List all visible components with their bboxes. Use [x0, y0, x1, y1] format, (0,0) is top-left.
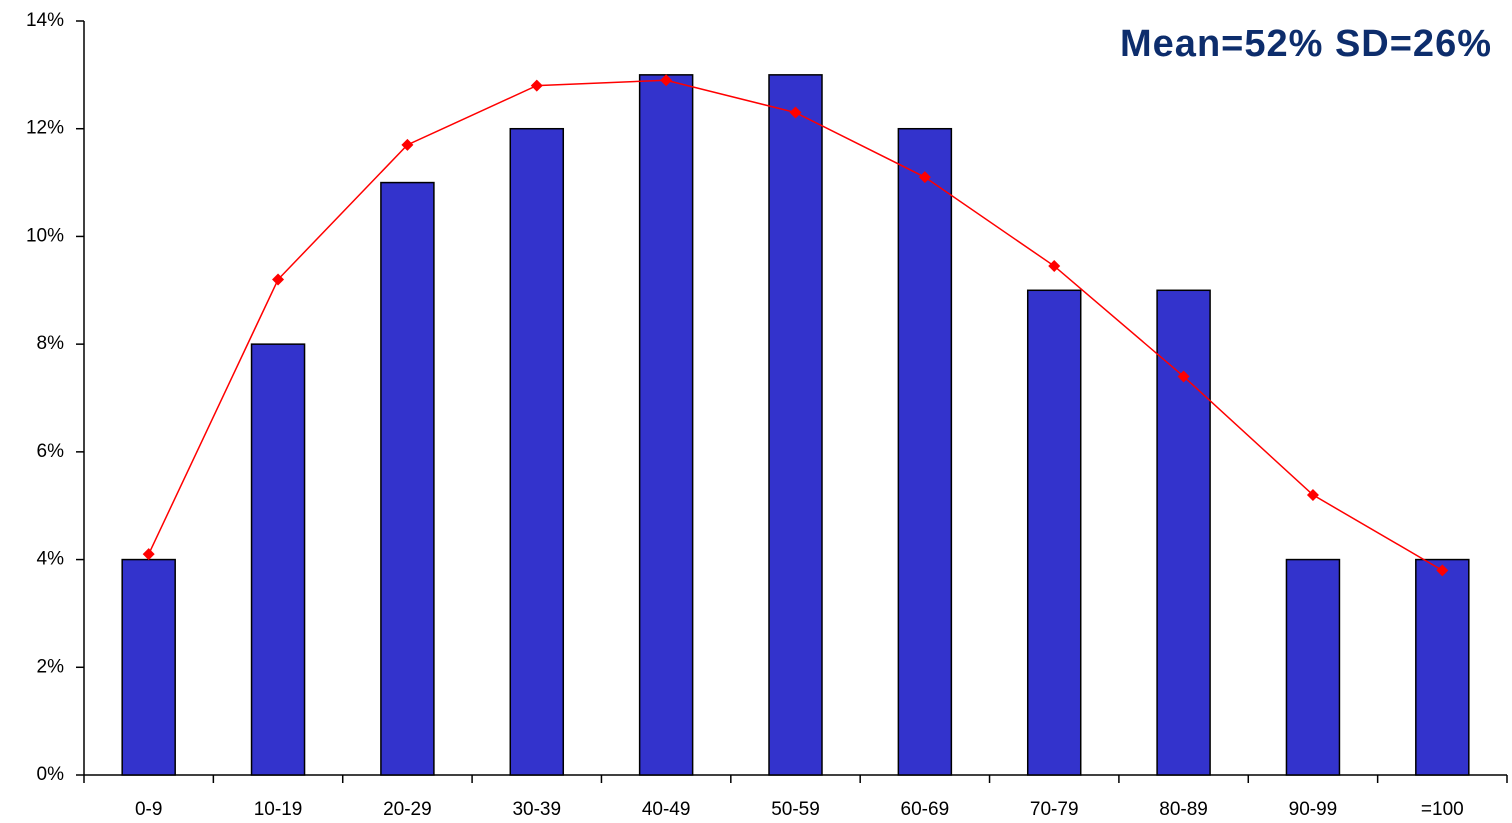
bar: [638, 74, 694, 776]
x-tick-label: 50-59: [771, 799, 820, 820]
x-tick-label: =100: [1421, 799, 1464, 820]
bar: [380, 181, 435, 776]
x-tick-label: 90-99: [1289, 799, 1338, 820]
marker: [142, 548, 155, 561]
marker: [1436, 564, 1449, 577]
x-tick-label: 30-39: [512, 799, 561, 820]
x-tick-label: 70-79: [1030, 799, 1079, 820]
marker: [530, 79, 543, 92]
x-tick-label: 60-69: [901, 799, 950, 820]
marker: [918, 171, 931, 184]
annotation: Mean=52% SD=26%: [1120, 23, 1492, 65]
marker: [1048, 260, 1061, 273]
marker: [789, 106, 802, 119]
bar: [509, 127, 565, 776]
marker: [1306, 488, 1319, 501]
y-tick-label: 2%: [37, 656, 65, 677]
x-tick-label: 20-29: [383, 799, 432, 820]
bar: [1156, 289, 1211, 776]
bar: [768, 74, 823, 776]
marker: [272, 273, 285, 286]
marker: [1177, 370, 1190, 383]
x-tick-label: 40-49: [642, 799, 691, 820]
y-tick-label: 10%: [26, 225, 64, 246]
y-tick-label: 12%: [26, 118, 64, 139]
x-tick-label: 10-19: [254, 799, 303, 820]
bar: [897, 127, 953, 776]
bar: [121, 558, 176, 776]
bar: [1415, 558, 1470, 776]
y-tick-label: 14%: [26, 10, 64, 31]
marker: [660, 74, 673, 87]
y-tick-label: 4%: [37, 549, 65, 570]
x-tick-label: 80-89: [1159, 799, 1208, 820]
y-tick-label: 8%: [37, 333, 65, 354]
x-tick-label: 0-9: [135, 799, 162, 820]
bar: [1285, 558, 1341, 776]
y-tick-label: 6%: [37, 441, 65, 462]
y-tick-label: 0%: [37, 764, 65, 785]
bar: [250, 343, 306, 776]
bar: [1026, 289, 1082, 776]
marker: [401, 138, 414, 151]
